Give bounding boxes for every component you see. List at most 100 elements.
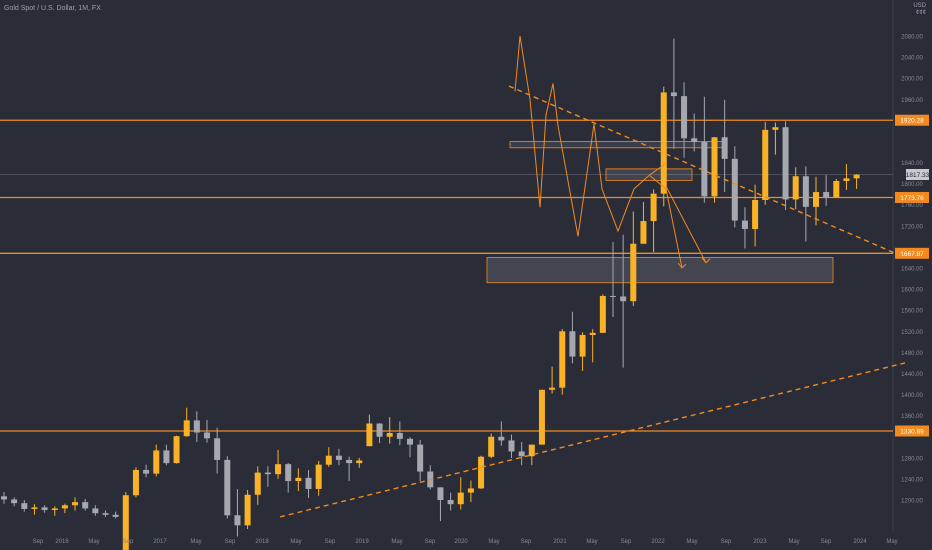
- candle-body: [143, 469, 150, 474]
- candle-body: [823, 192, 830, 198]
- time-tick-label: 2024: [853, 539, 867, 545]
- candle-body: [681, 96, 688, 139]
- projection-path: [649, 175, 683, 269]
- candle-body: [559, 331, 566, 388]
- candle-body: [670, 92, 677, 97]
- candle-body: [701, 141, 708, 197]
- time-tick-label: Sep: [521, 539, 532, 545]
- time-tick-label: May: [88, 539, 99, 545]
- candle-body: [356, 460, 363, 464]
- candle-body: [518, 451, 525, 457]
- candle-body: [721, 137, 728, 159]
- candle-body: [599, 295, 606, 333]
- zone-box: [486, 257, 834, 284]
- price-tick-label: 1560.00: [901, 309, 923, 315]
- candle-body: [153, 450, 160, 474]
- currency-code: USD: [913, 3, 926, 9]
- price-tick-label: 1440.00: [901, 372, 923, 378]
- candle-body: [488, 436, 495, 457]
- time-axis[interactable]: Sep 2016 May Sep 2017 May Sep 2018 May Sep 2019 May…: [33, 539, 898, 545]
- candle-body: [204, 432, 210, 439]
- time-tick-label: Sep: [33, 539, 44, 545]
- price-tick-label: 2000.00: [901, 77, 923, 83]
- candle-body: [254, 472, 261, 495]
- price-tick-label: 1960.00: [901, 98, 923, 104]
- time-tick-label: 2016: [55, 539, 69, 545]
- drawings: [279, 35, 906, 518]
- time-tick-label: May: [686, 539, 697, 545]
- last-price-tag: [906, 168, 929, 180]
- time-tick-label: Sep: [123, 539, 134, 545]
- candle-body: [295, 477, 302, 482]
- candle-body: [782, 127, 789, 200]
- time-tick-label: May: [488, 539, 499, 545]
- candle-body: [691, 138, 698, 142]
- arrowhead: [677, 262, 687, 269]
- price-tick-label: 1240.00: [901, 477, 923, 483]
- candle-body: [508, 440, 515, 452]
- candle-body: [31, 507, 38, 509]
- candle-body: [285, 464, 292, 482]
- time-tick-label: May: [391, 539, 402, 545]
- price-tick-label: 1760.00: [901, 203, 923, 209]
- candle-body: [264, 472, 271, 475]
- price-axis[interactable]: 2080.00 2040.00 2000.00 1960.00 1840.00 1800.…: [901, 35, 923, 505]
- time-tick-label: May: [290, 539, 301, 545]
- level-tag: [895, 114, 929, 126]
- candle-body: [82, 502, 89, 509]
- candle-body: [457, 492, 464, 505]
- candle-body: [579, 334, 586, 357]
- candle-body: [335, 455, 342, 460]
- candle-body: [346, 459, 353, 464]
- zones: [486, 141, 834, 284]
- candle-body: [467, 488, 474, 493]
- candlestick-series: [1, 38, 860, 550]
- time-tick-label: Sep: [821, 539, 832, 545]
- candle-body: [843, 178, 850, 181]
- candle-body: [630, 243, 637, 302]
- candle-body: [650, 193, 657, 222]
- candle-body: [589, 332, 596, 335]
- level-tag: [895, 191, 929, 203]
- candle-body: [275, 464, 282, 475]
- candle-body: [11, 499, 18, 504]
- candle-body: [752, 199, 759, 229]
- candle-body: [224, 459, 231, 516]
- candle-body: [234, 515, 241, 526]
- price-tick-label: 1640.00: [901, 267, 923, 273]
- time-tick-label: 2017: [153, 539, 167, 545]
- time-tick-label: 2022: [651, 539, 665, 545]
- candle-body: [741, 220, 748, 229]
- candle-body: [315, 464, 322, 489]
- level-label: 1920.28: [900, 118, 924, 125]
- time-tick-label: Sep: [425, 539, 436, 545]
- candle-body: [437, 487, 444, 500]
- zone-box: [605, 168, 693, 181]
- candle-body: [407, 438, 413, 445]
- time-tick-label: May: [586, 539, 597, 545]
- candle-body: [132, 469, 139, 496]
- price-tick-label: 1400.00: [901, 393, 923, 399]
- level-label: 1773.76: [900, 195, 924, 202]
- candle-body: [498, 436, 505, 441]
- price-tick-label: 1600.00: [901, 288, 923, 294]
- candle-body: [802, 176, 809, 207]
- time-tick-label: 2023: [753, 539, 767, 545]
- time-tick-label: 2018: [255, 539, 269, 545]
- candle-body: [51, 508, 58, 511]
- zone-box: [509, 141, 726, 149]
- time-tick-label: 2019: [355, 539, 369, 545]
- time-tick-label: Sep: [225, 539, 236, 545]
- candle-body: [660, 92, 667, 194]
- candle-body: [447, 500, 454, 505]
- candle-body: [762, 129, 769, 200]
- candle-body: [112, 514, 119, 517]
- price-tick-label: 1520.00: [901, 330, 923, 336]
- currency-sub: ¢¢¢: [915, 10, 926, 16]
- candle-body: [61, 505, 68, 509]
- candle-body: [214, 438, 221, 460]
- candle-body: [163, 450, 170, 464]
- candle-body: [640, 221, 647, 244]
- candle-body: [417, 444, 424, 472]
